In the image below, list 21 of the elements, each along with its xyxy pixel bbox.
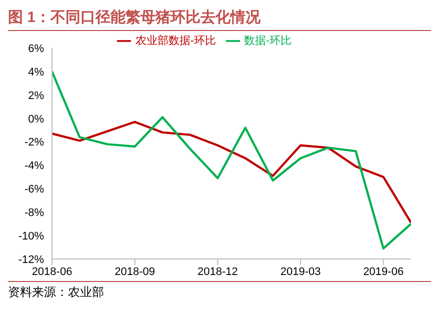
x-tick-label: 2018-12 [198, 266, 238, 278]
text: 资料来源：农业部 [8, 281, 431, 301]
line-series [52, 120, 411, 224]
x-tick-label: 2019-06 [363, 266, 404, 278]
x-tick-label: 2018-06 [32, 266, 72, 278]
legend-label: 农业部数据-环比 [135, 35, 216, 47]
y-tick-label: 0% [28, 113, 44, 126]
line-series [52, 70, 411, 250]
y-tick-label: -8% [24, 207, 44, 220]
y-tick-label: -12% [18, 254, 44, 266]
y-tick-label: -2% [24, 136, 44, 149]
legend-label: 数据-环比 [244, 35, 292, 47]
y-tick-label: 4% [28, 66, 44, 78]
x-tick-label: 2019-03 [280, 266, 321, 278]
y-tick-label: 2% [28, 90, 44, 102]
x-tick-label: 2018-09 [114, 266, 156, 278]
chart-title: 图 1：不同口径能繁母猪环比去化情况 [8, 8, 431, 31]
y-tick-label: -4% [24, 160, 44, 172]
y-tick-label: 6% [28, 43, 44, 55]
y-tick-label: -10% [18, 230, 44, 242]
y-tick-label: -6% [24, 184, 44, 196]
